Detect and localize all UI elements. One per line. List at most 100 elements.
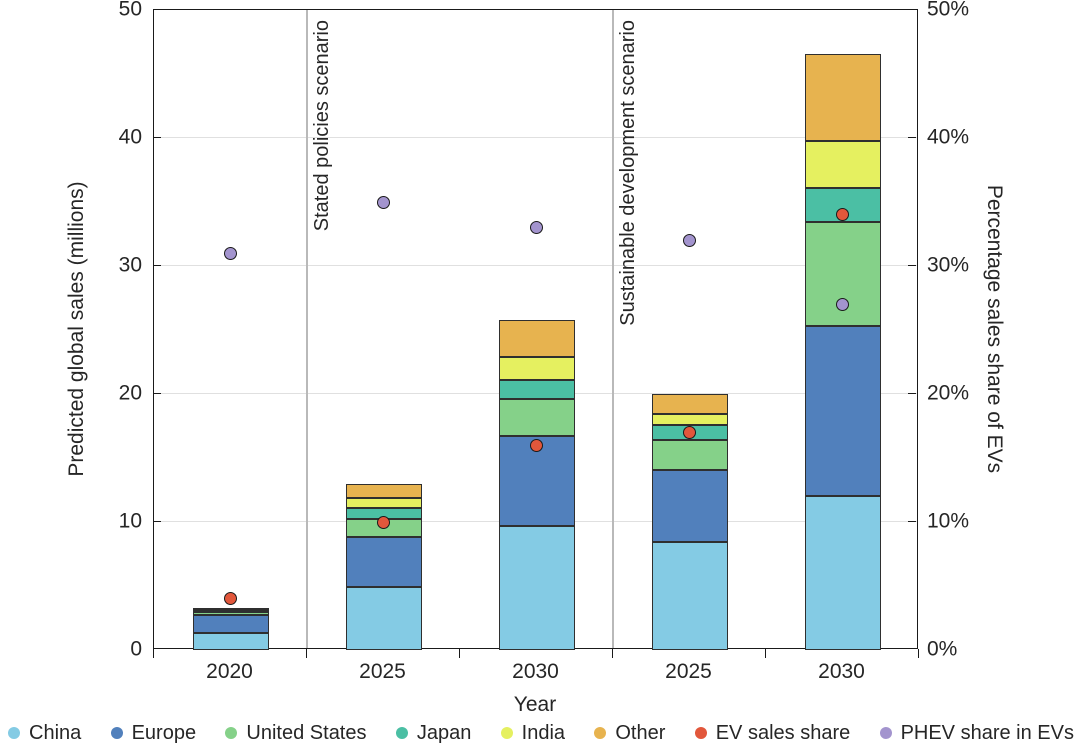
legend-label: China <box>29 721 82 744</box>
x-tickmark <box>611 649 613 658</box>
point-ev-sales-share <box>377 515 390 529</box>
bar-segment-other <box>345 483 422 498</box>
y-axis-title-right: Percentage sales share of EVs <box>983 184 1006 474</box>
gridline-40 <box>154 137 917 138</box>
legend-swatch-icon <box>694 727 707 739</box>
bar-segment-united-states <box>498 399 575 437</box>
bar-segment-india <box>192 610 269 613</box>
point-phev-share-in-evs <box>224 246 237 260</box>
bar-segment-other <box>192 607 269 611</box>
y-tick-label-left: 40 <box>118 125 142 149</box>
y-tickmark-left <box>153 520 161 522</box>
bar-segment-europe <box>804 326 881 497</box>
y-tickmark-left <box>153 136 161 138</box>
y-tickmark-right <box>908 264 916 266</box>
legend-swatch-icon <box>110 727 123 739</box>
legend-swatch-icon <box>879 727 892 739</box>
legend-item-united-states: United States <box>225 721 367 745</box>
legend-label: Europe <box>131 721 197 744</box>
x-category-label: 2025 <box>665 660 712 683</box>
point-phev-share-in-evs <box>836 297 849 311</box>
y-axis-title-left: Predicted global sales (millions) <box>65 181 88 477</box>
y-tickmark-right <box>908 392 916 394</box>
bar-segment-japan <box>498 379 575 400</box>
bar-segment-china <box>651 542 728 650</box>
y-tickmark-right <box>908 136 916 138</box>
scenario-label: Sustainable development scenario <box>617 20 639 326</box>
legend-swatch-icon <box>395 727 408 739</box>
x-category-label: 2030 <box>818 660 865 683</box>
y-tick-label-right: 10% <box>927 509 970 533</box>
bar-segment-japan <box>804 187 881 223</box>
legend-swatch-icon <box>8 727 20 739</box>
legend-item-india: India <box>500 721 566 745</box>
x-tickmark <box>458 649 460 658</box>
scenario-divider <box>306 10 308 648</box>
scenario-divider <box>612 10 614 648</box>
y-tick-label-left: 50 <box>118 0 142 21</box>
bar-segment-china <box>192 633 269 650</box>
bar-segment-other <box>651 394 728 415</box>
bar-segment-china <box>498 525 575 650</box>
x-category-label: 2020 <box>206 660 253 683</box>
y-tick-label-right: 20% <box>927 381 970 405</box>
x-tickmark <box>305 649 307 658</box>
plot-area: Stated policies scenario Sustainable deve… <box>153 9 918 650</box>
point-phev-share-in-evs <box>377 195 390 209</box>
x-tickmark <box>917 649 919 658</box>
y-tickmark-left <box>153 392 161 394</box>
legend-item-europe: Europe <box>110 721 197 745</box>
y-tickmark-left <box>153 264 161 266</box>
bar-segment-europe <box>192 614 269 634</box>
y-tick-label-right: 30% <box>927 253 970 277</box>
bar-segment-europe <box>345 537 422 588</box>
bar-segment-india <box>804 140 881 188</box>
legend: China Europe United States Japan India Other E… <box>0 716 1080 750</box>
legend-label: United States <box>246 721 367 744</box>
point-phev-share-in-evs <box>683 233 696 247</box>
legend-item-phev-share-in-evs: PHEV share in EVs <box>879 721 1074 745</box>
legend-label: Japan <box>416 721 472 744</box>
legend-item-ev-sales-share: EV sales share <box>694 721 851 745</box>
x-tickmark <box>152 649 154 658</box>
y-tick-label-right: 0% <box>927 637 958 661</box>
legend-item-japan: Japan <box>395 721 472 745</box>
x-category-label: 2030 <box>512 660 559 683</box>
point-phev-share-in-evs <box>530 221 543 235</box>
y-tick-label-left: 10 <box>118 509 142 533</box>
scenario-label: Stated policies scenario <box>311 20 333 232</box>
bar-segment-india <box>345 497 422 508</box>
bar-segment-india <box>498 356 575 380</box>
y-tick-label-right: 50% <box>927 0 970 21</box>
y-tick-label-left: 30 <box>118 253 142 277</box>
x-axis-title: Year <box>513 693 557 716</box>
x-tickmark <box>764 649 766 658</box>
bar-segment-europe <box>651 469 728 543</box>
gridline-30 <box>154 265 917 266</box>
point-ev-sales-share <box>836 208 849 222</box>
bar-segment-other <box>804 53 881 141</box>
point-ev-sales-share <box>224 592 237 606</box>
y-tickmark-right <box>908 520 916 522</box>
legend-label: EV sales share <box>715 721 851 744</box>
legend-swatch-icon <box>500 727 513 739</box>
y-tick-label-left: 0 <box>130 637 142 661</box>
bar-segment-india <box>651 414 728 425</box>
legend-swatch-icon <box>225 727 238 739</box>
bar-segment-other <box>498 319 575 357</box>
legend-swatch-icon <box>594 727 607 739</box>
legend-item-china: China <box>8 722 81 745</box>
legend-label: India <box>521 721 566 744</box>
y-tick-label-right: 40% <box>927 125 970 149</box>
x-category-label: 2025 <box>359 660 406 683</box>
bar-segment-china <box>804 496 881 650</box>
legend-label: PHEV share in EVs <box>900 721 1074 744</box>
point-ev-sales-share <box>530 438 543 452</box>
bar-segment-china <box>345 587 422 650</box>
legend-label: Other <box>615 721 666 744</box>
bar-segment-united-states <box>651 440 728 470</box>
y-tick-label-left: 20 <box>118 381 142 405</box>
legend-item-other: Other <box>594 722 665 745</box>
point-ev-sales-share <box>683 425 696 439</box>
